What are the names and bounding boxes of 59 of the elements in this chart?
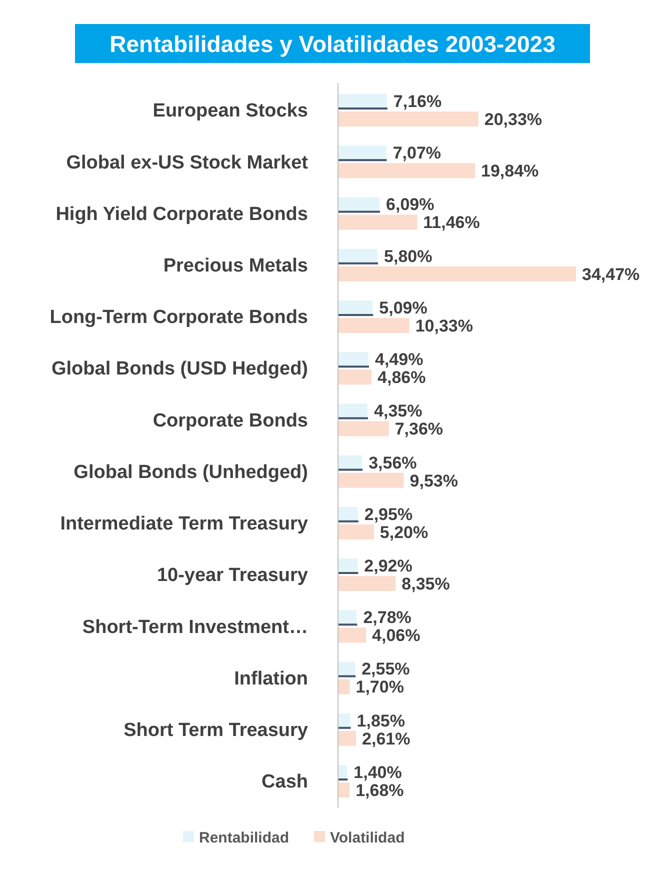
y-tick-label: Intermediate Term Treasury bbox=[60, 514, 308, 535]
y-tick-label: Global Bonds (Unhedged) bbox=[74, 462, 308, 483]
bar bbox=[338, 318, 410, 333]
bar bbox=[338, 266, 576, 282]
data-label: 2,55% bbox=[362, 660, 410, 679]
data-label: 8,35% bbox=[402, 574, 450, 594]
chart-title: Rentabilidades y Volatilidades 2003-2023 bbox=[110, 31, 556, 58]
bar bbox=[338, 370, 372, 385]
y-tick-label: Cash bbox=[262, 772, 308, 793]
y-tick-label: Global ex-US Stock Market bbox=[66, 152, 309, 174]
data-label: 4,06% bbox=[372, 626, 420, 646]
y-tick-label: Short-Term Investment… bbox=[82, 616, 308, 638]
y-tick-label: European Stocks bbox=[152, 100, 308, 122]
y-tick-label: Inflation bbox=[234, 668, 308, 690]
data-label: 2,78% bbox=[363, 608, 412, 628]
data-label: 4,86% bbox=[378, 368, 426, 388]
y-tick-label: Global Bonds (USD Hedged) bbox=[52, 358, 308, 380]
data-label: 4,49% bbox=[375, 350, 424, 370]
y-tick-label: Short Term Treasury bbox=[124, 720, 308, 742]
data-label: 20,33% bbox=[484, 110, 542, 129]
y-tick-label: Corporate Bonds bbox=[152, 410, 308, 432]
bar bbox=[338, 163, 475, 178]
y-tick-label: Precious Metals bbox=[163, 255, 308, 276]
data-label: 1,68% bbox=[356, 780, 404, 800]
data-label: 5,09% bbox=[379, 298, 428, 318]
bar bbox=[338, 679, 350, 694]
bar bbox=[338, 782, 350, 798]
data-label: 7,07% bbox=[392, 144, 442, 163]
data-label: 1,40% bbox=[354, 762, 402, 782]
bar bbox=[338, 576, 396, 592]
data-label: 5,20% bbox=[380, 522, 428, 542]
data-label: 4,35% bbox=[374, 402, 422, 421]
y-tick-label: High Yield Corporate Bonds bbox=[56, 204, 308, 225]
legend-label: Volatilidad bbox=[330, 829, 405, 846]
bar bbox=[338, 472, 404, 488]
data-label: 7,36% bbox=[394, 420, 444, 439]
data-label: 2,95% bbox=[364, 504, 413, 524]
bar bbox=[338, 730, 356, 746]
legend-label: Rentabilidad bbox=[199, 829, 290, 846]
bar bbox=[338, 524, 374, 540]
data-label: 5,80% bbox=[384, 246, 432, 266]
data-label: 11,46% bbox=[423, 213, 480, 232]
data-label: 19,84% bbox=[480, 162, 539, 181]
bar bbox=[338, 214, 418, 230]
y-tick-label: Long-Term Corporate Bonds bbox=[50, 307, 308, 328]
y-tick-label: 10-year Treasury bbox=[156, 565, 308, 586]
bar bbox=[338, 421, 389, 436]
data-label: 1,70% bbox=[356, 678, 404, 697]
data-label: 2,61% bbox=[362, 729, 410, 748]
data-label: 9,53% bbox=[410, 471, 458, 490]
data-label: 1,85% bbox=[356, 711, 405, 730]
data-label: 34,47% bbox=[582, 264, 640, 284]
bar bbox=[338, 112, 478, 126]
bar bbox=[338, 628, 366, 643]
data-label: 2,92% bbox=[364, 556, 412, 576]
data-label: 6,09% bbox=[386, 195, 434, 214]
data-label: 7,16% bbox=[393, 92, 442, 111]
data-label: 3,56% bbox=[368, 453, 417, 472]
data-label: 10,33% bbox=[415, 316, 473, 336]
